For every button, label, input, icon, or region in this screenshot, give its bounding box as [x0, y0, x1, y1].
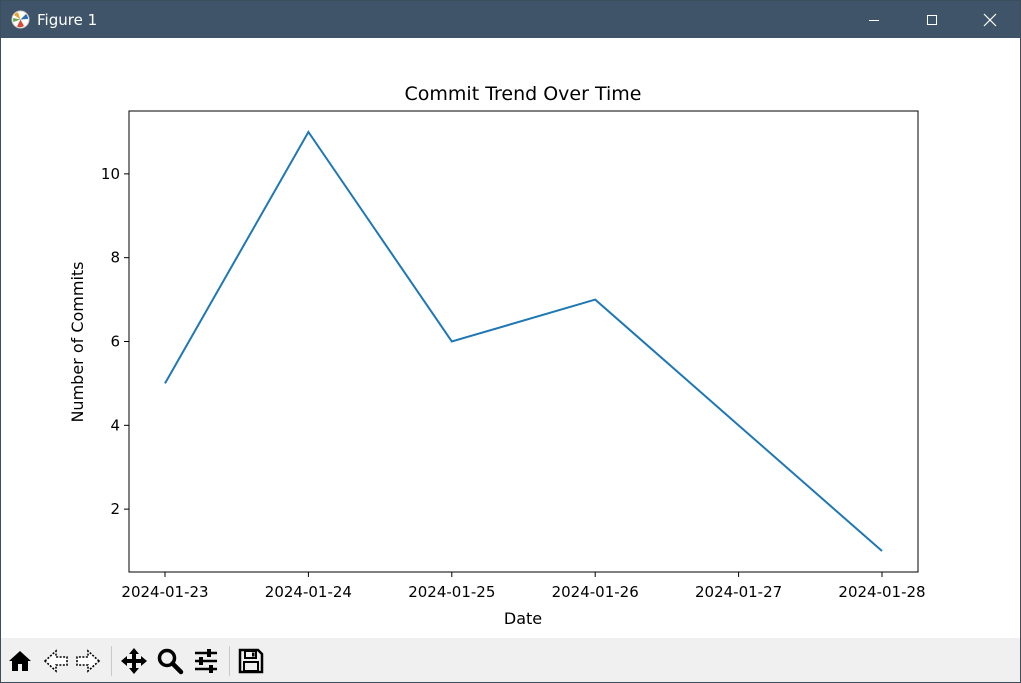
- toolbar-separator: [229, 646, 230, 676]
- close-icon: [983, 13, 997, 26]
- y-tick-label: 2: [110, 500, 120, 518]
- back-arrow-icon: [43, 649, 68, 673]
- configure-subplots-icon: [195, 649, 217, 673]
- home-button[interactable]: [5, 646, 35, 676]
- line-chart: Commit Trend Over Time 2024-01-23 2024-01…: [68, 83, 926, 628]
- y-tick-label: 4: [110, 416, 120, 434]
- y-tick-label: 6: [110, 333, 120, 351]
- save-button[interactable]: [236, 646, 266, 676]
- x-axis-label: Date: [504, 609, 542, 628]
- title-bar[interactable]: Figure 1: [1, 1, 1020, 38]
- y-tick-label: 8: [110, 249, 120, 267]
- y-axis-label: Number of Commits: [68, 261, 87, 422]
- x-tick-label: 2024-01-24: [265, 583, 352, 601]
- series-group: [164, 130, 883, 552]
- forward-button[interactable]: [73, 646, 103, 676]
- window-title: Figure 1: [37, 11, 98, 29]
- maximize-button[interactable]: [909, 1, 955, 38]
- maximize-icon: [927, 14, 937, 25]
- minimize-icon: [869, 19, 879, 21]
- x-tick-label: 2024-01-23: [121, 583, 208, 601]
- plot-area-frame: [128, 110, 919, 573]
- x-tick-label: 2024-01-26: [552, 583, 639, 601]
- x-tick-label: 2024-01-25: [408, 583, 495, 601]
- forward-arrow-icon: [76, 649, 101, 673]
- chart-title: Commit Trend Over Time: [405, 83, 642, 105]
- x-tick-label: 2024-01-28: [838, 583, 925, 601]
- pan-button[interactable]: [119, 646, 149, 676]
- home-icon: [9, 651, 31, 671]
- minimize-button[interactable]: [851, 1, 897, 38]
- x-tick-label: 2024-01-27: [695, 583, 782, 601]
- configure-subplots-button[interactable]: [191, 646, 221, 676]
- series-line: [164, 130, 883, 552]
- toolbar-separator: [111, 646, 112, 676]
- close-button[interactable]: [967, 1, 1013, 38]
- back-button[interactable]: [41, 646, 71, 676]
- x-axis: 2024-01-23 2024-01-24 2024-01-25 2024-01-26…: [121, 572, 926, 601]
- zoom-icon: [157, 648, 184, 675]
- figure-canvas[interactable]: Commit Trend Over Time 2024-01-23 2024-01…: [1, 38, 1020, 638]
- matplotlib-logo-icon: [11, 10, 30, 29]
- y-axis: 2 4 6 8 10: [101, 165, 129, 518]
- zoom-button[interactable]: [155, 646, 185, 676]
- y-tick-label: 10: [101, 165, 120, 183]
- navigation-toolbar: [1, 638, 1020, 682]
- pan-icon: [121, 648, 147, 674]
- save-icon: [238, 648, 264, 674]
